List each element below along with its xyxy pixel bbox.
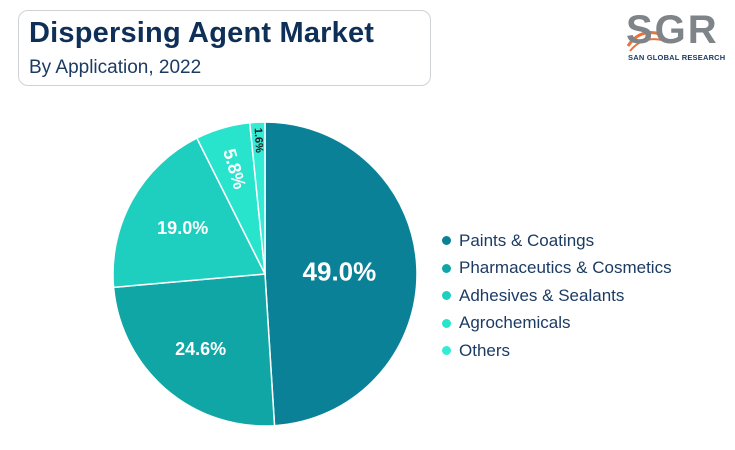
legend-item: Agrochemicals xyxy=(442,310,672,338)
logo-swoosh-icon xyxy=(626,31,663,52)
data-label: 19.0% xyxy=(157,218,208,238)
legend-swatch xyxy=(442,318,451,328)
logo-text: SAN GLOBAL RESEARCH xyxy=(628,53,726,62)
legend-swatch xyxy=(442,236,451,246)
chart-subtitle: By Application, 2022 xyxy=(29,57,202,78)
legend-label: Pharmaceutics & Cosmetics xyxy=(459,258,672,278)
legend-item: Others xyxy=(442,337,672,365)
legend-item: Adhesives & Sealants xyxy=(442,282,672,310)
legend-label: Agrochemicals xyxy=(459,313,571,333)
legend-swatch xyxy=(442,263,451,273)
brand-logo: SGR SAN GLOBAL RESEARCH xyxy=(626,8,725,66)
chart-title: Dispersing Agent Market xyxy=(29,17,375,49)
chart-legend: Paints & Coatings Pharmaceutics & Cosmeti… xyxy=(442,227,672,365)
legend-swatch xyxy=(442,346,451,356)
pie-slice-others xyxy=(248,121,266,275)
legend-label: Others xyxy=(459,340,511,360)
pie-slice-adhesives-sealants xyxy=(112,137,267,289)
pie-slice-pharmaceutics-cosmetics xyxy=(112,273,276,427)
legend-label: Paints & Coatings xyxy=(459,230,595,250)
legend-item: Pharmaceutics & Cosmetics xyxy=(442,255,672,283)
pie-slice-paints-coatings xyxy=(264,121,418,427)
title-box: Dispersing Agent Market By Application, … xyxy=(18,10,431,86)
logo-mark: SGR xyxy=(626,8,719,52)
legend-swatch xyxy=(442,291,451,301)
data-label: 1.6% xyxy=(252,128,265,154)
data-label: 49.0% xyxy=(303,257,377,287)
legend-label: Adhesives & Sealants xyxy=(459,285,625,305)
legend-item: Paints & Coatings xyxy=(442,227,672,255)
data-label: 24.6% xyxy=(175,339,226,359)
